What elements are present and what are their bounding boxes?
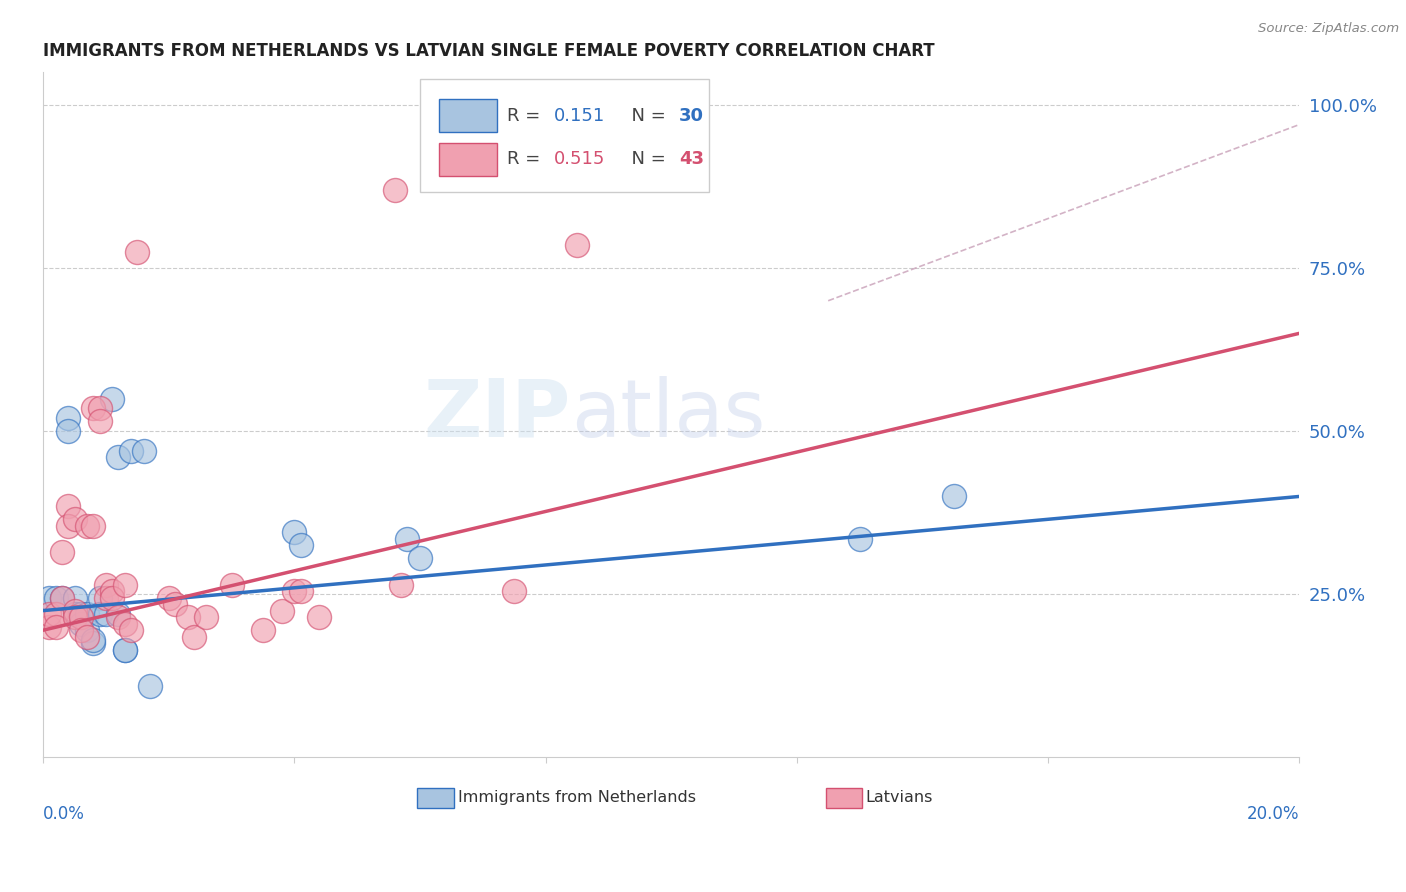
Point (82, 632, 104, 647)
Point (157, 591, 180, 605)
Point (38, 607, 60, 621)
Point (503, 584, 526, 599)
Point (132, 443, 155, 458)
Text: 0.151: 0.151 (554, 106, 606, 125)
Text: 30: 30 (679, 106, 704, 125)
Text: 20.0%: 20.0% (1247, 805, 1299, 823)
Point (409, 551, 432, 566)
Point (107, 610, 129, 624)
Point (89, 414, 111, 428)
Point (76, 630, 98, 644)
Point (89, 591, 111, 605)
Point (163, 597, 186, 611)
Text: 43: 43 (679, 151, 704, 169)
Point (114, 642, 136, 657)
Point (101, 584, 124, 599)
Point (120, 443, 142, 458)
FancyBboxPatch shape (420, 79, 709, 193)
Point (82, 518, 104, 533)
Point (565, 238, 588, 252)
Point (221, 577, 243, 591)
Point (69, 616, 91, 631)
Point (120, 623, 142, 637)
Point (89, 401, 111, 416)
Text: N =: N = (620, 151, 671, 169)
FancyBboxPatch shape (439, 143, 496, 177)
Point (89, 607, 111, 621)
Point (176, 610, 198, 624)
Point (252, 623, 274, 637)
FancyBboxPatch shape (825, 789, 862, 808)
Point (139, 679, 162, 693)
Point (114, 642, 136, 657)
FancyBboxPatch shape (418, 789, 454, 808)
Point (195, 610, 218, 624)
Point (384, 183, 406, 197)
Point (69, 610, 91, 624)
Point (107, 607, 129, 621)
Point (270, 604, 292, 618)
Text: Source: ZipAtlas.com: Source: ZipAtlas.com (1258, 22, 1399, 36)
Point (94, 591, 117, 605)
Point (290, 538, 312, 552)
Point (76, 607, 98, 621)
Point (107, 450, 129, 465)
Text: N =: N = (620, 106, 671, 125)
Text: 0.0%: 0.0% (44, 805, 84, 823)
Point (127, 244, 149, 259)
Point (51, 545, 73, 559)
Text: atlas: atlas (571, 376, 765, 454)
Point (76, 518, 98, 533)
Point (848, 532, 870, 546)
Point (45, 607, 67, 621)
Point (58, 411, 80, 425)
Text: ZIP: ZIP (423, 376, 571, 454)
Point (942, 490, 965, 504)
Point (389, 577, 412, 591)
Point (101, 392, 124, 406)
Text: IMMIGRANTS FROM NETHERLANDS VS LATVIAN SINGLE FEMALE POVERTY CORRELATION CHART: IMMIGRANTS FROM NETHERLANDS VS LATVIAN S… (44, 42, 935, 60)
Point (45, 620, 67, 634)
Point (308, 610, 330, 624)
Point (290, 584, 312, 599)
Point (76, 623, 98, 637)
Point (58, 424, 80, 438)
Point (58, 500, 80, 514)
Point (63, 604, 86, 618)
Point (69, 623, 91, 637)
Text: R =: R = (506, 151, 546, 169)
Point (114, 616, 136, 631)
Point (82, 401, 104, 416)
Point (396, 532, 419, 546)
Point (38, 591, 60, 605)
Text: 0.515: 0.515 (554, 151, 606, 169)
Point (38, 620, 60, 634)
Point (45, 591, 67, 605)
Point (51, 591, 73, 605)
Point (94, 577, 117, 591)
FancyBboxPatch shape (439, 99, 496, 132)
Point (63, 591, 86, 605)
Point (69, 607, 91, 621)
Point (114, 577, 136, 591)
Point (283, 584, 305, 599)
Text: R =: R = (506, 106, 546, 125)
Point (63, 607, 86, 621)
Point (183, 630, 205, 644)
Text: Immigrants from Netherlands: Immigrants from Netherlands (457, 790, 696, 805)
Text: Latvians: Latvians (866, 790, 934, 805)
Point (51, 591, 73, 605)
Point (58, 518, 80, 533)
Point (63, 610, 86, 624)
Point (283, 525, 305, 540)
Point (82, 636, 104, 650)
Point (94, 607, 117, 621)
Point (101, 591, 124, 605)
Point (63, 512, 86, 526)
